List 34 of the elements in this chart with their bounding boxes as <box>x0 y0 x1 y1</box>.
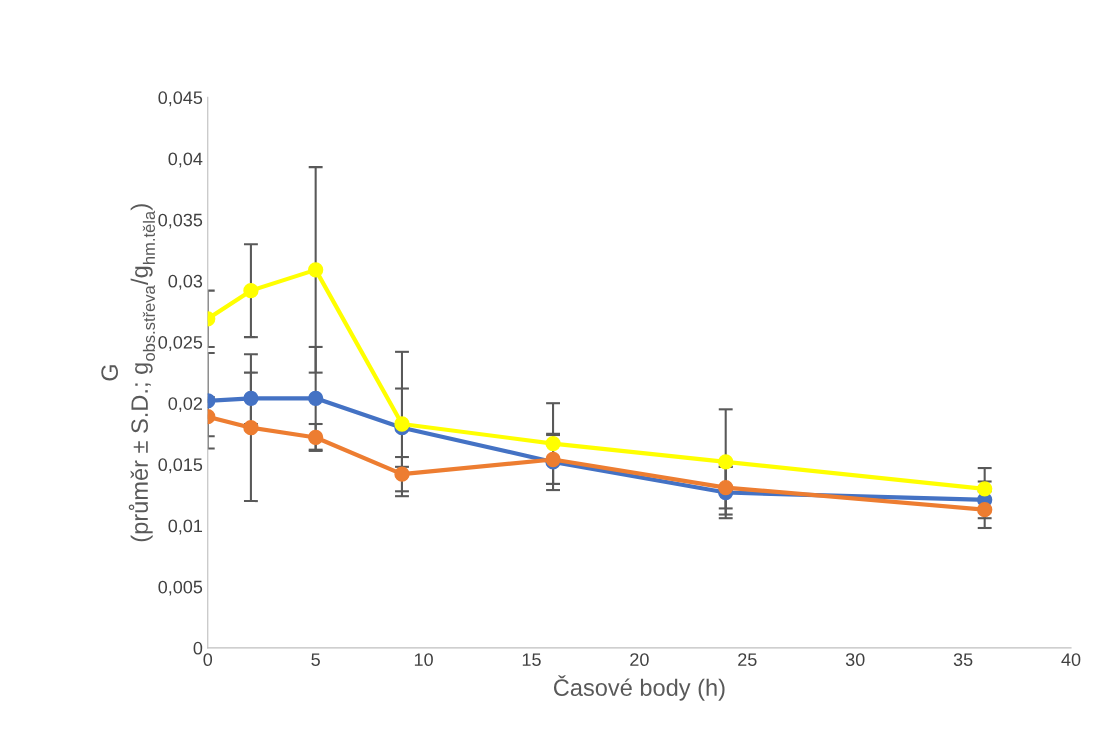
point <box>394 466 410 482</box>
x-tick-label: 0 <box>203 653 213 667</box>
y-tick-label: 0 <box>193 641 203 655</box>
x-tick-label: 40 <box>1061 653 1081 667</box>
y-tick-label: 0,02 <box>168 397 202 413</box>
y-tick-label: 0,01 <box>168 519 203 535</box>
y-axis-title: G (průměr ± S.D.; gobs.střeva/ghm.těla) <box>101 204 156 542</box>
point <box>243 390 259 406</box>
x-tick-label: 25 <box>738 653 757 667</box>
point <box>243 283 259 299</box>
y-tick-label: 0,015 <box>158 458 203 474</box>
point <box>243 420 259 436</box>
x-tick-label: 35 <box>953 653 973 667</box>
x-tick-label: 15 <box>522 653 541 667</box>
y-tick-label: 0,025 <box>158 335 203 351</box>
y-tick-label: 0,04 <box>168 152 203 168</box>
point <box>308 390 324 406</box>
point <box>308 429 324 446</box>
x-axis-title: Časové body (h) <box>553 675 725 701</box>
point <box>718 479 734 496</box>
x-tick-label: 5 <box>311 653 320 667</box>
x-tick-label: 30 <box>845 653 865 667</box>
y-tick-label: 0,03 <box>168 274 203 290</box>
y-tick-label: 0,035 <box>158 213 203 229</box>
point <box>718 454 734 470</box>
x-tick-label: 20 <box>630 653 649 667</box>
point <box>977 481 993 497</box>
y-tick-label: 0,045 <box>158 91 203 107</box>
x-tick-label: 10 <box>414 653 433 667</box>
point <box>545 435 561 452</box>
point <box>977 502 993 518</box>
point <box>308 262 324 278</box>
point <box>394 416 410 432</box>
y-tick-label: 0,005 <box>158 580 203 596</box>
